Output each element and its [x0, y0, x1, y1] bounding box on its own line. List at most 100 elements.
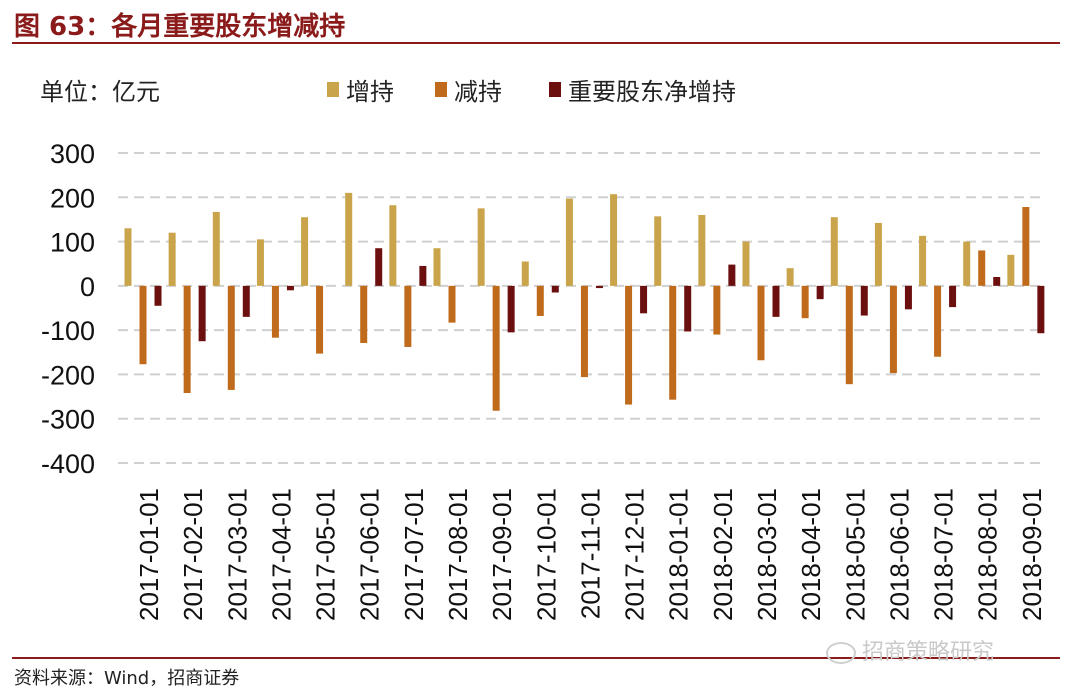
x-tick-label: 2018-05-01: [840, 488, 870, 621]
bar-net: [154, 285, 162, 306]
bar-increase: [521, 261, 529, 286]
bar-decrease: [757, 285, 765, 361]
bar-decrease: [492, 285, 500, 411]
bar-increase: [963, 241, 971, 286]
y-tick-label: 100: [50, 228, 95, 258]
x-tick-label: 2017-05-01: [311, 488, 341, 621]
x-tick-label: 2017-03-01: [222, 488, 252, 621]
bar-decrease: [1022, 207, 1030, 286]
bar-decrease: [889, 285, 897, 374]
bar-net: [816, 285, 824, 300]
y-tick-label: 200: [50, 183, 95, 213]
x-tick-label: 2018-04-01: [796, 488, 826, 621]
y-tick-label: -200: [41, 360, 95, 390]
bar-decrease: [978, 250, 986, 286]
title-divider: [12, 42, 1060, 44]
x-tick-label: 2018-06-01: [884, 488, 914, 621]
bar-net: [1037, 285, 1045, 334]
x-tick-label: 2017-11-01: [575, 488, 605, 619]
bar-increase: [124, 228, 132, 286]
bar-increase: [698, 215, 706, 286]
footer-divider: [12, 657, 1060, 659]
bar-increase: [301, 217, 309, 286]
legend-swatch: [549, 82, 561, 97]
bar-increase: [345, 192, 353, 286]
bar-increase: [477, 208, 485, 286]
legend-swatch: [435, 82, 447, 97]
y-tick-label: 300: [50, 139, 95, 169]
bar-decrease: [625, 285, 633, 405]
watermark: 招商策略研究: [826, 634, 994, 666]
bar-increase: [610, 194, 618, 286]
x-tick-label: 2017-04-01: [266, 488, 296, 621]
x-tick-label: 2017-12-01: [620, 488, 650, 621]
bar-decrease: [580, 285, 588, 378]
bar-increase: [830, 217, 838, 286]
bar-increase: [256, 239, 264, 286]
bar-net: [684, 285, 692, 332]
bar-increase: [212, 211, 220, 286]
bar-net: [728, 264, 736, 286]
wechat-icon: [826, 642, 856, 664]
bar-increase: [433, 248, 441, 286]
bar-net: [419, 265, 427, 286]
x-tick-label: 2017-10-01: [531, 488, 561, 621]
x-tick-label: 2017-06-01: [355, 488, 385, 621]
bar-net: [375, 248, 383, 286]
bars: [124, 192, 1045, 411]
legend-label: 增持: [346, 78, 394, 106]
bar-increase: [742, 241, 750, 286]
bar-increase: [786, 268, 794, 286]
bar-net: [860, 285, 868, 316]
bar-decrease: [536, 285, 544, 316]
legend-swatch: [327, 82, 339, 97]
x-tick-label: 2018-08-01: [973, 488, 1003, 621]
bar-increase: [874, 222, 882, 286]
bar-decrease: [183, 285, 191, 394]
legend: 增持 减持 重要股东净增持: [327, 78, 736, 106]
legend-label: 重要股东净增持: [568, 78, 736, 106]
y-tick-label: -100: [41, 316, 95, 346]
legend-label: 减持: [454, 78, 502, 106]
x-tick-label: 2017-09-01: [487, 488, 517, 621]
bar-decrease: [404, 285, 412, 347]
x-tick-label: 2017-01-01: [134, 488, 164, 621]
bar-decrease: [139, 285, 147, 365]
bar-net: [993, 277, 1001, 286]
source-note: 资料来源：Wind，招商证券: [14, 668, 240, 689]
x-tick-label: 2018-09-01: [1017, 488, 1047, 621]
bar-increase: [168, 232, 176, 286]
figure-title: 图 63：各月重要股东增减持: [14, 12, 346, 42]
bar-net: [551, 285, 559, 293]
bar-increase: [565, 198, 573, 286]
x-tick-label: 2018-07-01: [929, 488, 959, 621]
x-tick-label: 2017-02-01: [178, 488, 208, 621]
x-tick-label: 2017-08-01: [443, 488, 473, 621]
bar-decrease: [448, 285, 456, 323]
bar-decrease: [227, 285, 235, 390]
bar-net: [242, 285, 250, 317]
y-tick-label: 0: [80, 272, 95, 302]
x-tick-label: 2018-03-01: [752, 488, 782, 621]
bar-net: [904, 285, 912, 310]
y-tick-label: -300: [41, 405, 95, 435]
bar-net: [507, 285, 515, 333]
bar-decrease: [360, 285, 368, 343]
bar-decrease: [271, 285, 279, 338]
bar-decrease: [669, 285, 677, 400]
bar-net: [198, 285, 206, 342]
unit-label: 单位：亿元: [40, 78, 160, 106]
bar-net: [772, 285, 780, 317]
bar-increase: [919, 235, 927, 286]
bar-decrease: [316, 285, 324, 354]
bar-net: [949, 285, 957, 308]
x-tick-label: 2018-02-01: [708, 488, 738, 621]
watermark-text: 招商策略研究: [862, 640, 995, 665]
bar-increase: [1007, 254, 1015, 286]
bar-net: [286, 285, 294, 291]
bar-net: [640, 285, 648, 314]
bar-increase: [389, 205, 397, 286]
bar-increase: [654, 216, 662, 286]
bar-decrease: [713, 285, 721, 335]
bar-decrease: [845, 285, 853, 385]
